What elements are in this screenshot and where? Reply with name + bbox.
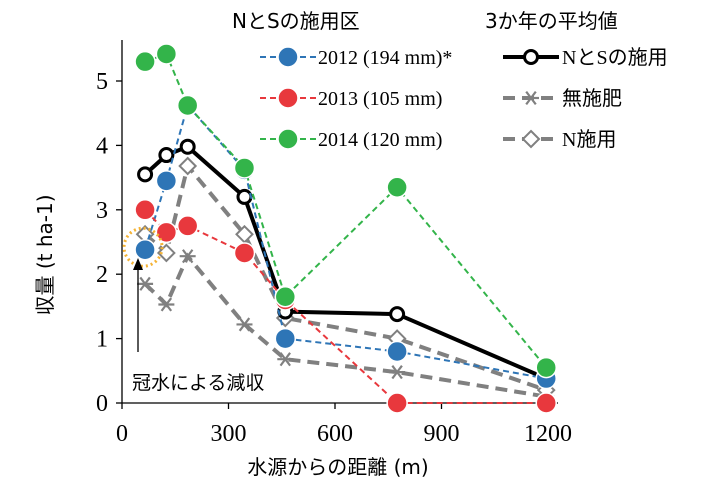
legend-label: 2012 (194 mm)*	[318, 47, 452, 69]
data-point	[179, 249, 196, 264]
y-tick-label: 3	[96, 198, 108, 224]
data-point	[389, 306, 406, 323]
series-3	[137, 138, 555, 387]
legend-label: 無施肥	[562, 87, 622, 110]
data-point	[137, 166, 154, 183]
y-tick-label: 4	[96, 133, 108, 159]
x-tick-label: 300	[211, 421, 247, 447]
x-axis-title: 水源からの距離 (m)	[247, 455, 428, 479]
data-point	[176, 94, 199, 117]
data-point	[274, 327, 297, 350]
data-point	[535, 392, 557, 414]
legend-header-right: 3か年の平均値	[485, 9, 618, 33]
data-point	[158, 297, 175, 312]
legend-label: NとSの施用	[562, 46, 668, 69]
data-point	[521, 129, 541, 149]
y-axis-title: 収量 (t ha-1)	[33, 194, 57, 315]
data-point	[158, 147, 175, 164]
series-layer	[134, 43, 557, 414]
legend-item: 2012 (194 mm)*	[260, 46, 452, 69]
data-point	[134, 199, 156, 221]
y-tick-label: 1	[96, 327, 108, 353]
legend-label: N施用	[562, 128, 616, 151]
legend-item: 2014 (120 mm)	[260, 128, 442, 151]
y-tick-label: 0	[96, 391, 108, 417]
data-point	[535, 356, 557, 379]
legend-label: 2014 (120 mm)	[318, 129, 442, 151]
legend-item: NとSの施用	[503, 46, 668, 69]
x-tick-label: 900	[424, 421, 460, 447]
legend-label: 2013 (105 mm)	[318, 88, 442, 110]
data-point	[155, 43, 178, 65]
data-point	[523, 90, 539, 106]
series-2	[134, 43, 557, 379]
data-point	[277, 128, 299, 150]
annotation: 冠水による減収	[122, 226, 264, 394]
data-point	[274, 285, 297, 308]
data-point	[137, 276, 154, 291]
data-point	[236, 317, 253, 332]
axes: 0 1 2 3 4 5 0 300 600 900 1200	[96, 40, 572, 447]
data-point	[277, 46, 299, 68]
annotation-arrow-head	[133, 258, 143, 270]
data-point	[176, 215, 199, 237]
data-point	[386, 392, 408, 414]
series-5	[135, 156, 556, 400]
legend-item: 無施肥	[503, 87, 622, 110]
data-point	[178, 156, 198, 176]
data-point	[386, 176, 408, 199]
series-line	[143, 144, 547, 381]
data-point	[236, 188, 253, 205]
data-point	[386, 340, 408, 363]
data-point	[389, 365, 406, 380]
data-point	[155, 221, 178, 244]
data-point	[277, 352, 294, 367]
x-tick-label: 600	[317, 421, 353, 447]
data-point	[233, 242, 256, 264]
x-tick-label: 1200	[524, 421, 572, 447]
annotation-text: 冠水による減収	[132, 372, 264, 394]
legend-header-left: NとSの施用区	[232, 9, 360, 33]
legend: NとSの施用区 3か年の平均値 2012 (194 mm)* 2013 (105 mm…	[232, 9, 668, 151]
data-point	[134, 50, 156, 73]
data-point	[134, 238, 156, 261]
legend-item: N施用	[503, 128, 616, 151]
y-tick-label: 2	[96, 262, 108, 288]
highlight-circle	[122, 226, 164, 268]
data-point	[233, 157, 256, 179]
data-point	[523, 49, 539, 65]
data-point	[155, 170, 178, 192]
y-tick-label: 5	[96, 69, 108, 95]
data-point	[277, 87, 299, 109]
data-point	[179, 138, 196, 155]
legend-item: 2013 (105 mm)	[260, 87, 442, 110]
x-tick-label: 0	[116, 421, 128, 447]
